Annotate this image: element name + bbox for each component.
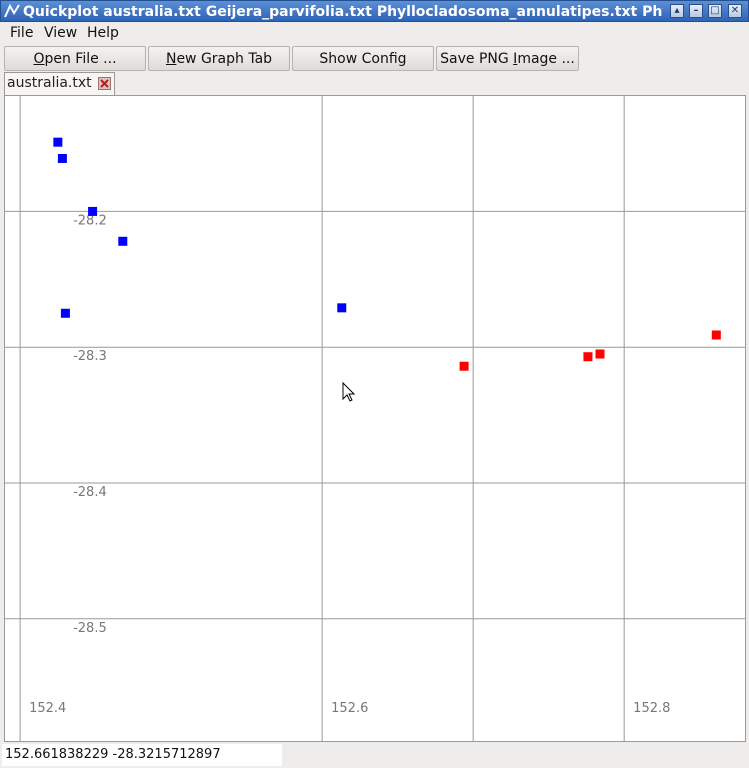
tab-label: australia.txt <box>7 75 92 91</box>
shade-window-button[interactable]: ▴ <box>670 4 684 18</box>
data-point <box>118 236 128 246</box>
data-point <box>60 308 70 318</box>
tab-strip: australia.txt <box>0 72 749 96</box>
data-point <box>337 303 347 313</box>
y-tick-label: -28.4 <box>73 485 107 500</box>
menu-view[interactable]: View <box>44 25 78 41</box>
y-tick-label: -28.3 <box>73 349 107 364</box>
data-point <box>459 361 469 371</box>
x-tick-label: 152.6 <box>331 701 368 716</box>
x-tick-label: 152.4 <box>29 701 66 716</box>
new-graph-tab-button[interactable]: New Graph Tab <box>148 46 290 71</box>
x-tick-label: 152.8 <box>633 701 670 716</box>
data-point <box>711 330 721 340</box>
toolbar: Open File ... New Graph Tab Show Config … <box>0 44 749 72</box>
menu-help[interactable]: Help <box>87 25 119 41</box>
tab-australia-txt[interactable]: australia.txt <box>4 72 115 96</box>
show-config-button[interactable]: Show Config <box>292 46 434 71</box>
data-point <box>53 137 63 147</box>
status-bar: 152.661838229 -28.3215712897 <box>0 742 749 768</box>
close-tab-icon[interactable] <box>98 77 111 90</box>
y-tick-label: -28.5 <box>73 621 107 636</box>
graph-area[interactable]: 152.4 152.6 152.8 -28.2 -28.3 -28.4 -28.5 <box>4 95 746 742</box>
close-window-button[interactable]: ✕ <box>728 4 742 18</box>
window-title: Quickplot australia.txt Geijera_parvifol… <box>23 4 663 20</box>
maximize-button[interactable]: □ <box>708 4 722 18</box>
data-point <box>88 206 98 216</box>
title-bar: Quickplot australia.txt Geijera_parvifol… <box>0 0 749 22</box>
y-tick-label: -28.2 <box>73 213 107 228</box>
app-logo-icon <box>4 4 20 18</box>
menu-file[interactable]: File <box>10 25 34 41</box>
data-point <box>57 153 67 163</box>
mouse-cursor-icon <box>342 381 356 402</box>
cursor-coordinates-readout: 152.661838229 -28.3215712897 <box>2 744 282 766</box>
minimize-button[interactable]: – <box>689 4 703 18</box>
data-point <box>595 349 605 359</box>
scatter-plot[interactable]: 152.4 152.6 152.8 -28.2 -28.3 -28.4 -28.5 <box>5 96 745 741</box>
save-png-image-button[interactable]: Save PNG Image ... <box>436 46 579 71</box>
data-point <box>583 352 593 362</box>
menu-bar: File View Help <box>0 22 749 44</box>
open-file-button[interactable]: Open File ... <box>4 46 146 71</box>
